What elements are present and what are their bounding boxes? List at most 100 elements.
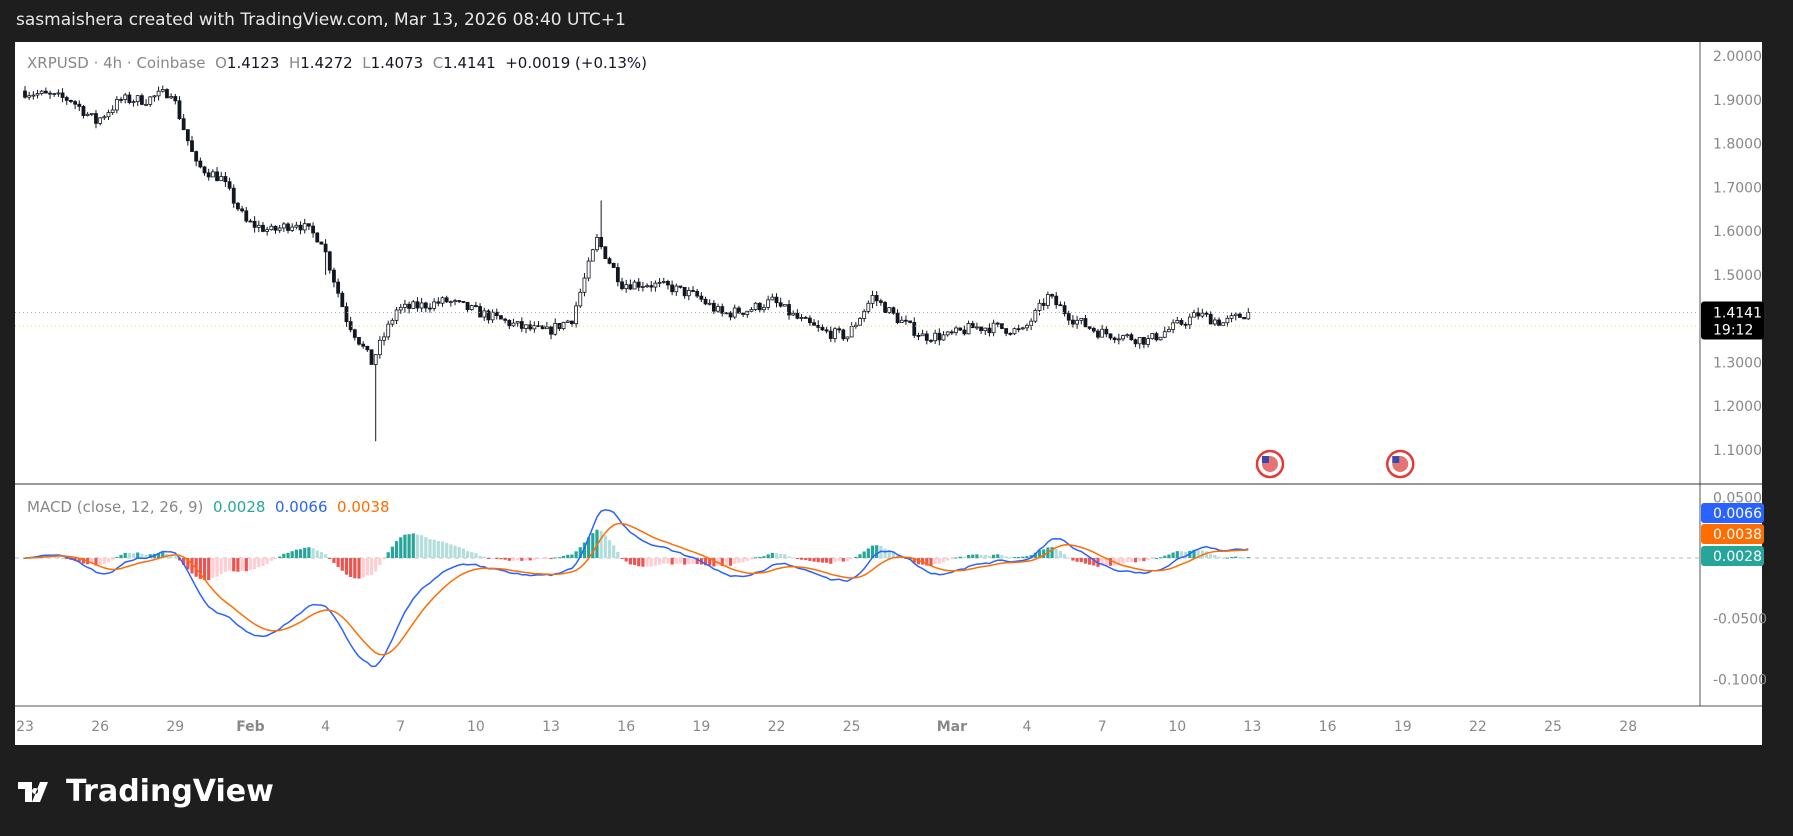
candle-body	[737, 307, 741, 314]
candle-body	[987, 327, 992, 334]
histogram-bar	[361, 558, 365, 578]
histogram-bar	[1012, 557, 1017, 559]
candle-body	[1037, 302, 1042, 311]
histogram-bar	[332, 558, 336, 563]
histogram-bar	[273, 558, 278, 559]
time-tick: 10	[1168, 719, 1186, 735]
histogram-bar	[624, 558, 628, 562]
histogram-bar	[958, 556, 962, 558]
histogram-bar	[858, 554, 862, 558]
candle-body	[933, 332, 938, 342]
histogram-bar	[1129, 558, 1133, 563]
candle-body	[269, 225, 274, 231]
histogram-bar	[837, 558, 841, 562]
histogram-bar	[728, 558, 733, 566]
histogram-bar	[733, 558, 737, 564]
time-tick: 4	[1023, 719, 1032, 735]
histogram-bar	[941, 558, 946, 563]
histogram-bar	[148, 554, 152, 558]
histogram-bar	[290, 551, 294, 558]
candle-body	[194, 151, 199, 162]
time-tick: 13	[542, 719, 560, 735]
candle-body	[849, 326, 854, 338]
candle-body	[720, 306, 725, 314]
time-tick: 25	[843, 719, 861, 735]
candle-body	[904, 319, 908, 322]
candle-body	[1004, 328, 1009, 334]
candle-body	[127, 94, 132, 103]
histogram-bar	[1000, 554, 1004, 558]
histogram-bar	[875, 545, 879, 558]
histogram-bar	[511, 558, 516, 561]
histogram-bar	[1171, 552, 1175, 558]
macd-histogram	[23, 529, 1250, 581]
chart-panel[interactable]	[15, 42, 1762, 745]
candle-body	[81, 106, 86, 116]
candle-body	[1242, 317, 1246, 320]
candle-body	[1012, 328, 1017, 335]
last-price-label	[1701, 301, 1764, 340]
histogram-bar	[169, 554, 173, 558]
candle-body	[908, 320, 912, 323]
histogram-bar	[173, 556, 177, 558]
histogram-bar	[340, 558, 344, 571]
histogram-bar	[762, 556, 766, 558]
candle-body	[975, 326, 979, 329]
histogram-bar	[862, 551, 866, 558]
histogram-bar	[344, 558, 349, 575]
candle-body	[478, 306, 482, 318]
candle-body	[415, 301, 420, 309]
histogram-bar	[219, 558, 223, 574]
candle-body	[23, 90, 27, 98]
candle-body	[340, 292, 345, 308]
candle-body	[369, 349, 374, 365]
low-value: 1.4073	[370, 54, 424, 72]
histogram-bar	[520, 558, 524, 561]
candle-body	[570, 320, 574, 325]
histogram-bar	[353, 558, 357, 579]
histogram-bar	[1150, 558, 1154, 559]
histogram-bar	[829, 558, 833, 564]
time-tick: 4	[321, 719, 330, 735]
histogram-bar	[1050, 547, 1054, 558]
candle-body	[519, 321, 524, 329]
flag-canton	[1261, 456, 1269, 463]
candle-body	[728, 312, 733, 318]
candle-body	[828, 330, 833, 339]
histogram-bar	[783, 554, 787, 558]
candle-body	[1246, 312, 1251, 320]
candle-body	[1158, 336, 1163, 341]
histogram-bar	[712, 558, 716, 567]
candle-body	[979, 326, 983, 331]
histogram-bar	[491, 558, 495, 559]
candle-body	[457, 300, 462, 302]
candle-body	[1029, 320, 1034, 326]
candle-body	[185, 129, 190, 142]
candle-body	[937, 332, 942, 341]
histogram-bar	[131, 553, 136, 558]
candle-body	[1071, 319, 1075, 325]
histogram-bar	[566, 554, 570, 558]
candle-body	[290, 226, 295, 231]
candle-body	[1221, 322, 1226, 326]
histogram-bar	[369, 558, 374, 576]
candle-body	[544, 326, 549, 330]
candle-body	[1217, 319, 1221, 326]
histogram-bar	[269, 558, 273, 561]
histogram-bar	[1204, 551, 1209, 558]
candle-body	[169, 96, 174, 99]
histogram-bar	[883, 548, 887, 558]
histogram-bar	[1079, 558, 1083, 563]
histogram-bar	[390, 546, 394, 558]
histogram-bar	[415, 534, 420, 558]
candle-body	[432, 301, 437, 309]
histogram-bar	[77, 558, 81, 562]
histogram-bar	[1021, 556, 1025, 558]
candle-body	[691, 290, 695, 292]
histogram-bar	[937, 558, 941, 564]
histogram-bar	[474, 553, 478, 558]
candle-body	[1108, 333, 1113, 339]
histogram-bar	[766, 554, 770, 558]
histogram-bar	[1184, 551, 1188, 558]
